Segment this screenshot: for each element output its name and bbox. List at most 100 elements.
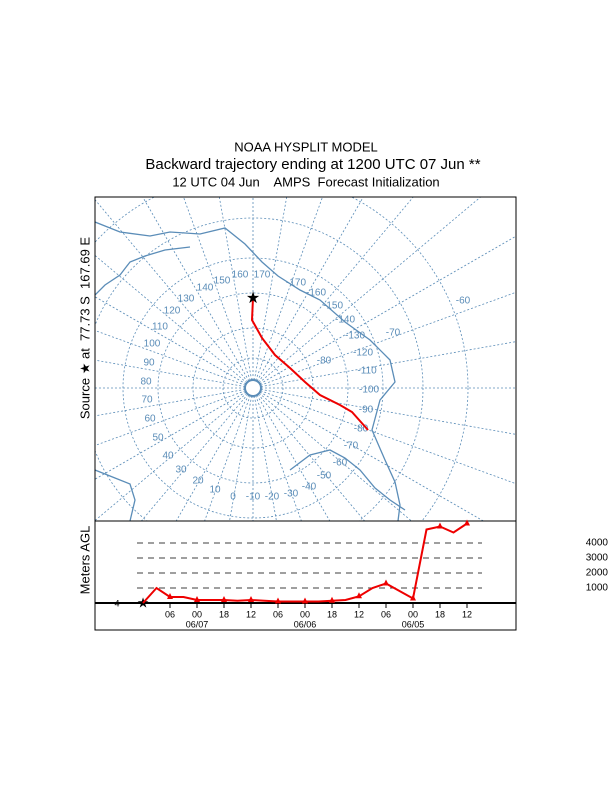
longitude-label: -160 bbox=[306, 288, 326, 299]
meridian bbox=[259, 391, 485, 521]
longitude-label: -20 bbox=[265, 492, 280, 503]
latitude-circle bbox=[95, 197, 469, 521]
title: Backward trajectory ending at 1200 UTC 0… bbox=[145, 156, 480, 173]
longitude-label: -60 bbox=[333, 458, 348, 469]
meridian bbox=[95, 254, 248, 384]
longitude-label: 160 bbox=[232, 270, 249, 281]
longitude-label: 110 bbox=[152, 322, 168, 333]
longitude-label: -140 bbox=[335, 315, 355, 326]
x-tick-label: 06 bbox=[381, 609, 391, 619]
meridian bbox=[255, 197, 323, 381]
coastline bbox=[95, 469, 136, 521]
meridian bbox=[229, 395, 253, 521]
longitude-label: -150 bbox=[323, 301, 343, 312]
longitude-label: 0 bbox=[230, 492, 236, 503]
y-axis-label: Meters AGL bbox=[77, 526, 92, 595]
longitude-label: 10 bbox=[209, 485, 221, 496]
meridian bbox=[256, 394, 331, 521]
coastline bbox=[95, 246, 191, 296]
longitude-label: 130 bbox=[178, 294, 195, 305]
latitude-circle bbox=[157, 292, 349, 484]
meridian bbox=[95, 330, 246, 386]
longitude-label: 100 bbox=[144, 339, 161, 350]
longitude-label: -120 bbox=[353, 348, 373, 359]
pole bbox=[244, 379, 262, 397]
meridian bbox=[257, 197, 414, 383]
x-tick-label: 12 bbox=[246, 609, 256, 619]
meridian bbox=[204, 395, 251, 521]
y-tick-label: 3000 bbox=[586, 553, 609, 564]
trajectory bbox=[250, 297, 369, 431]
meridian bbox=[95, 390, 246, 446]
x-tick-label: 12 bbox=[462, 609, 472, 619]
y-tick-label: 2000 bbox=[586, 568, 609, 579]
height-marker bbox=[383, 579, 389, 586]
x-tick-label: 00 bbox=[408, 609, 418, 619]
meridian bbox=[95, 199, 249, 383]
x-tick-label: 18 bbox=[327, 609, 337, 619]
meridian bbox=[142, 197, 250, 382]
height-marker bbox=[302, 597, 308, 604]
meridian bbox=[253, 395, 277, 521]
meridian bbox=[95, 391, 247, 480]
longitude-label: 90 bbox=[143, 358, 155, 369]
longitude-label: -70 bbox=[344, 441, 359, 452]
longitude-label: -130 bbox=[345, 331, 365, 342]
meridian bbox=[183, 197, 251, 381]
height-marker bbox=[275, 597, 281, 604]
longitude-label: -60 bbox=[456, 296, 471, 307]
meridian bbox=[253, 197, 288, 381]
x-tick-label: 00 bbox=[192, 609, 202, 619]
x-tick-label: 06 bbox=[273, 609, 283, 619]
longitude-label: -10 bbox=[246, 492, 261, 503]
meridian bbox=[260, 291, 516, 386]
meridian bbox=[260, 341, 516, 388]
longitude-label: -80 bbox=[317, 356, 332, 367]
meridian bbox=[258, 197, 482, 384]
x-tick-label: 18 bbox=[219, 609, 229, 619]
coastline bbox=[289, 449, 406, 511]
longitude-label: -110 bbox=[357, 366, 377, 377]
height-marker bbox=[248, 596, 254, 602]
meridian bbox=[259, 235, 516, 385]
longitude-label: -80 bbox=[354, 424, 369, 435]
meridian bbox=[140, 393, 249, 521]
meridian bbox=[218, 197, 253, 381]
model-name: NOAA HYSPLIT MODEL bbox=[234, 139, 378, 154]
longitude-label: 80 bbox=[140, 377, 152, 388]
date-label: 06/05 bbox=[402, 619, 425, 629]
longitude-label: -170 bbox=[286, 278, 306, 289]
x-tick-label: 18 bbox=[435, 609, 445, 619]
meridian bbox=[260, 388, 516, 435]
subtitle: 12 UTC 04 Jun AMPS Forecast Initializati… bbox=[172, 174, 439, 189]
meridian bbox=[95, 388, 246, 417]
x-tick-label: 06 bbox=[165, 609, 175, 619]
source-label: Source ★ at 77.73 S 167.69 E bbox=[77, 237, 92, 420]
meridian bbox=[255, 395, 302, 521]
longitude-label: 60 bbox=[144, 414, 156, 425]
coastline bbox=[95, 221, 401, 521]
meridian bbox=[95, 296, 247, 385]
longitude-label: -100 bbox=[359, 385, 379, 396]
y-tick-label: 1000 bbox=[586, 583, 609, 594]
date-label: 06/07 bbox=[186, 619, 209, 629]
meridian bbox=[95, 359, 246, 388]
x-tick-label: 00 bbox=[300, 609, 310, 619]
meridian bbox=[257, 393, 366, 521]
x-tick-label: 12 bbox=[354, 609, 364, 619]
height-frame bbox=[94, 520, 517, 631]
longitude-label: 150 bbox=[214, 276, 231, 287]
longitude-label: 140 bbox=[197, 283, 214, 294]
height-marker bbox=[329, 596, 335, 603]
start-label: 4 bbox=[114, 598, 119, 608]
meridian bbox=[256, 197, 364, 382]
longitude-label: -40 bbox=[302, 482, 317, 493]
height-marker bbox=[167, 593, 173, 599]
height-line bbox=[142, 522, 468, 604]
meridian bbox=[258, 392, 413, 521]
height-marker bbox=[464, 519, 470, 526]
longitude-label: 30 bbox=[175, 465, 187, 476]
source-star: ★ bbox=[246, 290, 260, 307]
